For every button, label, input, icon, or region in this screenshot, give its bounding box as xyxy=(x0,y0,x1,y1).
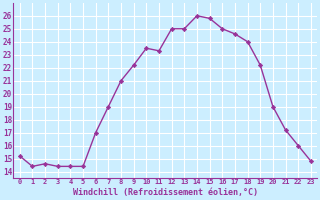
X-axis label: Windchill (Refroidissement éolien,°C): Windchill (Refroidissement éolien,°C) xyxy=(73,188,258,197)
